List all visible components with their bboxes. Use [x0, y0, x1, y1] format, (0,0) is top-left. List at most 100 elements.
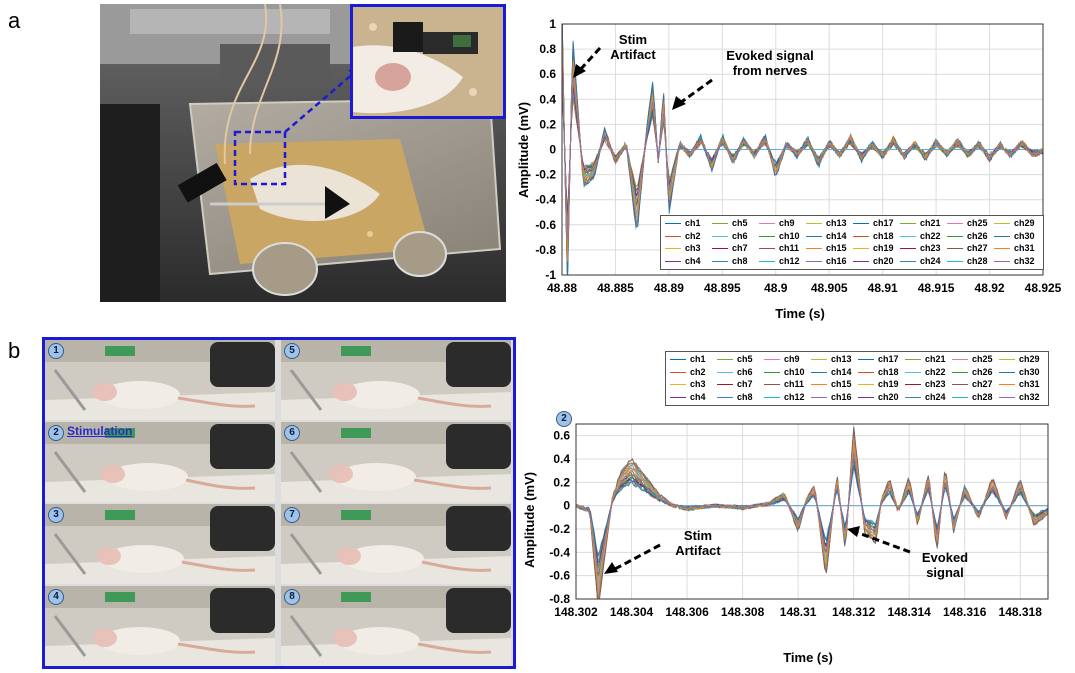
- legend-swatch: [759, 223, 775, 225]
- legend-item: ch18: [853, 231, 894, 242]
- legend-label: ch32: [1014, 255, 1035, 266]
- legend-item: ch6: [717, 367, 753, 378]
- legend-label: ch12: [784, 391, 805, 402]
- legend-label: ch24: [925, 391, 946, 402]
- x-tick-label: 48.905: [811, 281, 848, 295]
- legend-label: ch24: [920, 255, 941, 266]
- legend-swatch: [811, 371, 827, 373]
- legend-item: ch10: [759, 231, 800, 242]
- legend-label: ch22: [925, 366, 946, 377]
- legend-label: ch9: [779, 218, 795, 228]
- chart-a-evoked-annotation: Evoked signal from nerves: [726, 48, 814, 78]
- legend-item: ch29: [994, 218, 1035, 229]
- legend-item: ch3: [670, 379, 706, 390]
- y-tick-label: -0.4: [535, 193, 556, 207]
- legend-swatch: [717, 359, 733, 361]
- legend-label: ch30: [1014, 230, 1035, 241]
- legend-swatch: [858, 396, 874, 398]
- legend-swatch: [670, 384, 686, 386]
- plot-area: [576, 424, 1048, 599]
- legend-swatch: [900, 235, 916, 237]
- legend-item: ch13: [806, 218, 847, 229]
- legend-label: ch20: [878, 391, 899, 402]
- frame-number: 6: [284, 425, 300, 441]
- legend-swatch: [665, 248, 681, 250]
- y-tick-label: 0.4: [539, 92, 556, 106]
- video-frame: 6: [281, 422, 511, 502]
- legend-label: ch18: [878, 366, 899, 377]
- legend-item: ch3: [665, 243, 701, 254]
- inset-photo: [350, 4, 506, 119]
- legend-label: ch7: [737, 379, 753, 389]
- legend-label: ch4: [685, 255, 701, 266]
- legend-item: ch26: [947, 231, 988, 242]
- legend-swatch: [952, 359, 968, 361]
- legend-swatch: [665, 260, 681, 262]
- legend-label: ch21: [925, 354, 946, 364]
- legend-item: ch19: [853, 243, 894, 254]
- chart-b-evoked-annotation: Evoked signal: [921, 550, 969, 580]
- legend-label: ch19: [873, 243, 894, 253]
- legend-swatch: [764, 384, 780, 386]
- axes-frame: [575, 423, 1049, 600]
- legend-swatch: [900, 223, 916, 225]
- legend-item: ch9: [759, 218, 795, 229]
- legend-item: ch17: [858, 354, 899, 365]
- legend-label: ch26: [972, 366, 993, 377]
- legend-item: ch23: [900, 243, 941, 254]
- chart-b-stim-annotation: Stim Artifact: [675, 528, 721, 558]
- legend-item: ch14: [811, 367, 852, 378]
- legend-item: ch29: [999, 354, 1040, 365]
- legend-item: ch32: [999, 392, 1040, 403]
- legend-swatch: [712, 248, 728, 250]
- legend-item: ch24: [905, 392, 946, 403]
- legend-label: ch16: [831, 391, 852, 402]
- y-tick-label: -0.6: [535, 218, 556, 232]
- video-frame: 8: [281, 586, 511, 666]
- legend-label: ch10: [779, 230, 800, 241]
- legend-swatch: [712, 235, 728, 237]
- inset-drawing: [353, 7, 503, 116]
- legend-swatch: [999, 359, 1015, 361]
- legend-swatch: [900, 260, 916, 262]
- legend-swatch: [853, 260, 869, 262]
- legend-swatch: [806, 223, 822, 225]
- legend-label: ch29: [1014, 218, 1035, 228]
- legend-label: ch22: [920, 230, 941, 241]
- legend-swatch: [712, 223, 728, 225]
- legend-swatch: [717, 371, 733, 373]
- legend-label: ch5: [737, 354, 753, 364]
- frame-number: 3: [48, 507, 64, 523]
- legend-item: ch4: [665, 256, 701, 267]
- legend-label: ch29: [1019, 354, 1040, 364]
- legend-label: ch14: [826, 230, 847, 241]
- legend-item: ch24: [900, 256, 941, 267]
- legend-label: ch5: [732, 218, 748, 228]
- legend-item: ch15: [811, 379, 852, 390]
- x-tick-label: 48.88: [547, 281, 577, 295]
- y-tick-label: 1: [549, 17, 556, 31]
- legend-item: ch7: [712, 243, 748, 254]
- legend-item: ch18: [858, 367, 899, 378]
- x-tick-label: 48.925: [1025, 281, 1062, 295]
- legend-label: ch27: [967, 243, 988, 253]
- stimulation-label: Stimulation: [67, 424, 133, 438]
- x-tick-label: 48.9: [764, 281, 788, 295]
- legend-swatch: [670, 396, 686, 398]
- legend-item: ch27: [947, 243, 988, 254]
- series-line-32: [576, 453, 1048, 575]
- legend-swatch: [952, 384, 968, 386]
- x-tick-label: 48.915: [918, 281, 955, 295]
- legend-label: ch9: [784, 354, 800, 364]
- axes-frame: [561, 23, 1044, 276]
- legend-label: ch14: [831, 366, 852, 377]
- chart-a-stim-annotation: Stim Artifact: [610, 32, 656, 62]
- legend-label: ch21: [920, 218, 941, 228]
- legend-label: ch11: [779, 243, 800, 253]
- legend-item: ch30: [994, 231, 1035, 242]
- legend-item: ch12: [759, 256, 800, 267]
- legend-label: ch3: [685, 243, 701, 253]
- legend-swatch: [712, 260, 728, 262]
- legend-label: ch6: [737, 366, 753, 377]
- x-tick-label: 48.89: [654, 281, 684, 295]
